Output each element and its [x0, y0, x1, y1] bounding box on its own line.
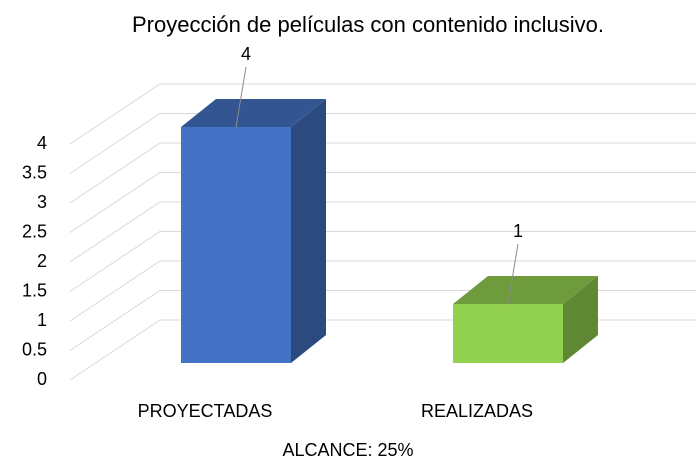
- y-tick-label: 0.5: [22, 339, 47, 359]
- y-tick-label: 2.5: [22, 221, 47, 241]
- y-tick-label: 1.5: [22, 280, 47, 300]
- y-tick-label: 2: [37, 251, 47, 271]
- grid-line: [69, 231, 696, 292]
- grid-line: [69, 142, 696, 204]
- bar-side: [291, 99, 326, 363]
- grid-line: [69, 260, 696, 322]
- x-axis-label: ALCANCE: 25%: [282, 440, 413, 460]
- bar-top: [453, 276, 598, 304]
- y-tick-label: 3: [37, 192, 47, 212]
- y-tick-label: 1: [37, 310, 47, 330]
- x-tick-label: REALIZADAS: [421, 401, 533, 421]
- bar-side: [563, 276, 598, 363]
- y-tick-label: 4: [37, 133, 47, 153]
- y-tick-label: 0: [37, 369, 47, 389]
- bar: [181, 127, 291, 363]
- grid-line: [69, 319, 696, 381]
- x-tick-label: PROYECTADAS: [138, 401, 273, 421]
- grid-line: [69, 113, 696, 174]
- data-label: 1: [513, 221, 523, 241]
- data-label: 4: [241, 44, 251, 64]
- chart-title: Proyección de películas con contenido in…: [132, 12, 604, 37]
- y-tick-label: 3.5: [22, 162, 47, 182]
- leader-line: [235, 66, 247, 128]
- bar: [453, 304, 563, 363]
- bar-top: [181, 99, 326, 127]
- grid-line: [69, 83, 696, 145]
- grid-line: [69, 172, 696, 233]
- leader-line: [507, 243, 519, 305]
- grid-line: [69, 201, 696, 263]
